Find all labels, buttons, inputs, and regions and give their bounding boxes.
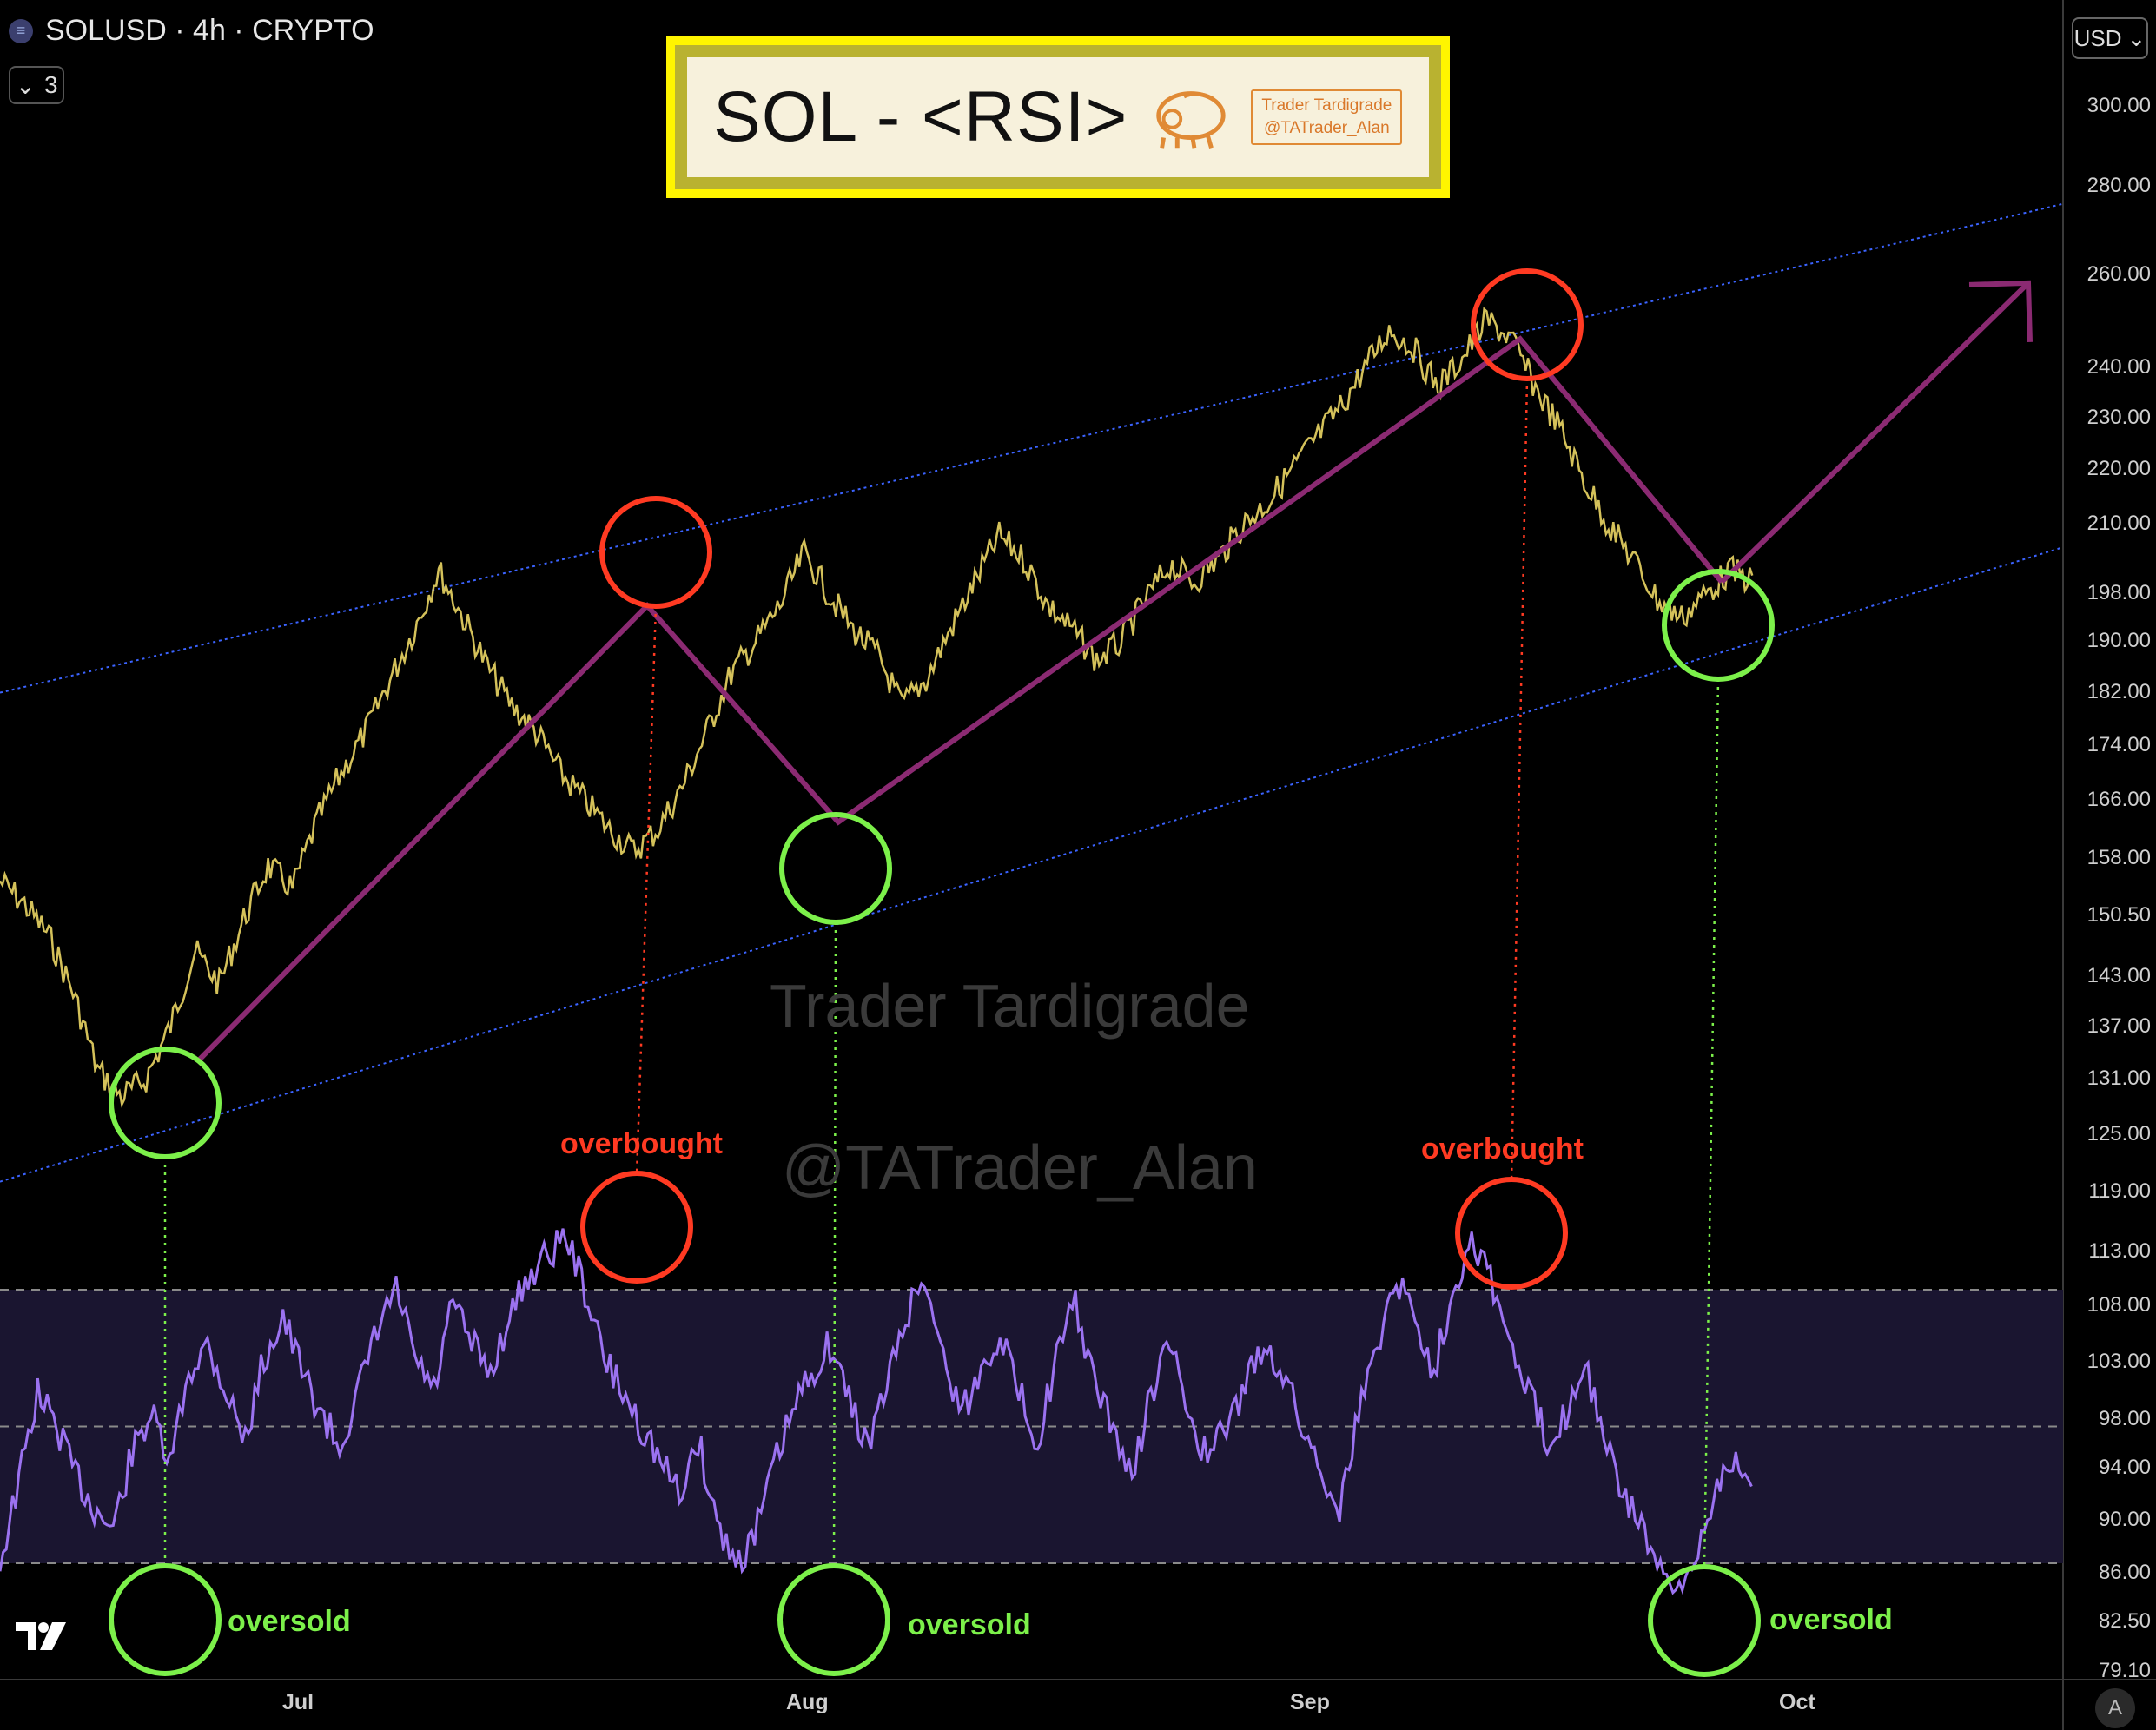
price-tick-label: 98.00 (2098, 1407, 2151, 1430)
overbought-rsi-circle (1455, 1177, 1568, 1290)
price-tick-label: 94.00 (2098, 1456, 2151, 1479)
price-tick-label: 190.00 (2087, 629, 2151, 652)
chevron-down-icon: ⌄ (2126, 24, 2146, 51)
time-tick-label: Jul (282, 1690, 314, 1714)
rsi-series (0, 1228, 1753, 1595)
price-tick-label: 90.00 (2098, 1508, 2151, 1531)
projection-arrow-head (1968, 280, 2033, 342)
time-tick-label: Sep (1290, 1690, 1330, 1714)
price-tick-label: 131.00 (2087, 1066, 2151, 1090)
oversold-price-circle (109, 1047, 222, 1159)
oversold-label-3: oversold (1769, 1603, 1893, 1636)
swing-path (195, 335, 1724, 1063)
brand-line1: Trader Tardigrade (1261, 96, 1392, 115)
indicator-toggle[interactable]: ⌄ 3 (9, 66, 64, 104)
currency-label: USD (2073, 24, 2122, 51)
brand-line2: @TATrader_Alan (1264, 119, 1390, 137)
oversold-rsi-circle (1648, 1564, 1761, 1677)
price-tick-label: 260.00 (2087, 262, 2151, 286)
indicator-count: 3 (43, 71, 58, 98)
solana-icon: ≡ (9, 18, 33, 43)
overbought-price-circle (599, 496, 712, 609)
price-series (0, 307, 1754, 1108)
overbought-guide-line (635, 605, 658, 1176)
oversold-label-1: oversold (228, 1605, 351, 1638)
price-tick-label: 174.00 (2087, 733, 2151, 756)
title-card: SOL - <RSI> Trader Tardigrade @TATrader_… (666, 36, 1450, 198)
tardigrade-logo-icon (1156, 91, 1227, 149)
channel-upper-line (0, 202, 2064, 694)
channel-lower-line (0, 546, 2064, 1183)
oversold-rsi-circle (777, 1563, 890, 1676)
rsi-band (0, 1290, 2063, 1563)
title-text: SOL - <RSI> (713, 77, 1128, 156)
auto-scale-button[interactable]: A (2095, 1688, 2135, 1728)
price-tick-label: 143.00 (2087, 964, 2151, 987)
overbought-rsi-circle (580, 1171, 693, 1284)
price-tick-label: 182.00 (2087, 680, 2151, 703)
time-tick-label: Oct (1779, 1690, 1815, 1714)
title-card-inner: SOL - <RSI> Trader Tardigrade @TATrader_… (675, 45, 1441, 189)
oversold-guide-line (832, 921, 837, 1568)
title-card-content: SOL - <RSI> Trader Tardigrade @TATrader_… (687, 57, 1429, 177)
overbought-price-circle (1471, 268, 1584, 381)
price-tick-label: 86.00 (2098, 1561, 2151, 1584)
chart-header: ≡ SOLUSD · 4h · CRYPTO (9, 14, 374, 48)
brand-badge: Trader Tardigrade @TATrader_Alan (1251, 89, 1403, 145)
price-tick-label: 137.00 (2087, 1014, 2151, 1038)
oversold-price-circle (1662, 569, 1775, 682)
price-tick-label: 230.00 (2087, 406, 2151, 429)
price-tick-label: 166.00 (2087, 788, 2151, 811)
symbol-title[interactable]: SOLUSD · 4h · CRYPTO (45, 14, 374, 47)
price-tick-label: 113.00 (2088, 1239, 2151, 1263)
price-tick-label: 125.00 (2087, 1122, 2151, 1146)
price-tick-label: 103.00 (2087, 1350, 2151, 1373)
oversold-rsi-circle (109, 1563, 222, 1676)
oversold-price-circle (779, 812, 892, 925)
price-tick-label: 79.10 (2098, 1659, 2151, 1682)
tradingview-logo-icon[interactable] (14, 1619, 76, 1654)
projection-arrow-line (1719, 281, 2031, 584)
watermark-name: Trader Tardigrade (770, 972, 1250, 1040)
price-tick-label: 300.00 (2087, 94, 2151, 117)
price-tick-label: 108.00 (2087, 1293, 2151, 1317)
oversold-label-2: oversold (908, 1608, 1031, 1641)
time-tick-label: Aug (786, 1690, 829, 1714)
price-tick-label: 119.00 (2088, 1179, 2151, 1203)
price-tick-label: 158.00 (2087, 846, 2151, 869)
price-tick-label: 280.00 (2087, 174, 2151, 197)
currency-selector[interactable]: USD ⌄ (2072, 17, 2148, 59)
price-tick-label: 198.00 (2087, 581, 2151, 604)
overbought-label-2: overbought (1421, 1132, 1584, 1165)
price-tick-label: 82.50 (2098, 1609, 2151, 1633)
watermark-handle: @TATrader_Alan (782, 1133, 1258, 1203)
chevron-down-icon: ⌄ (15, 71, 36, 99)
price-tick-label: 150.50 (2087, 903, 2151, 927)
overbought-label-1: overbought (560, 1127, 723, 1160)
price-tick-label: 210.00 (2087, 512, 2151, 535)
price-tick-label: 240.00 (2087, 355, 2151, 379)
price-tick-label: 220.00 (2087, 457, 2151, 480)
overbought-guide-line (1510, 378, 1529, 1182)
